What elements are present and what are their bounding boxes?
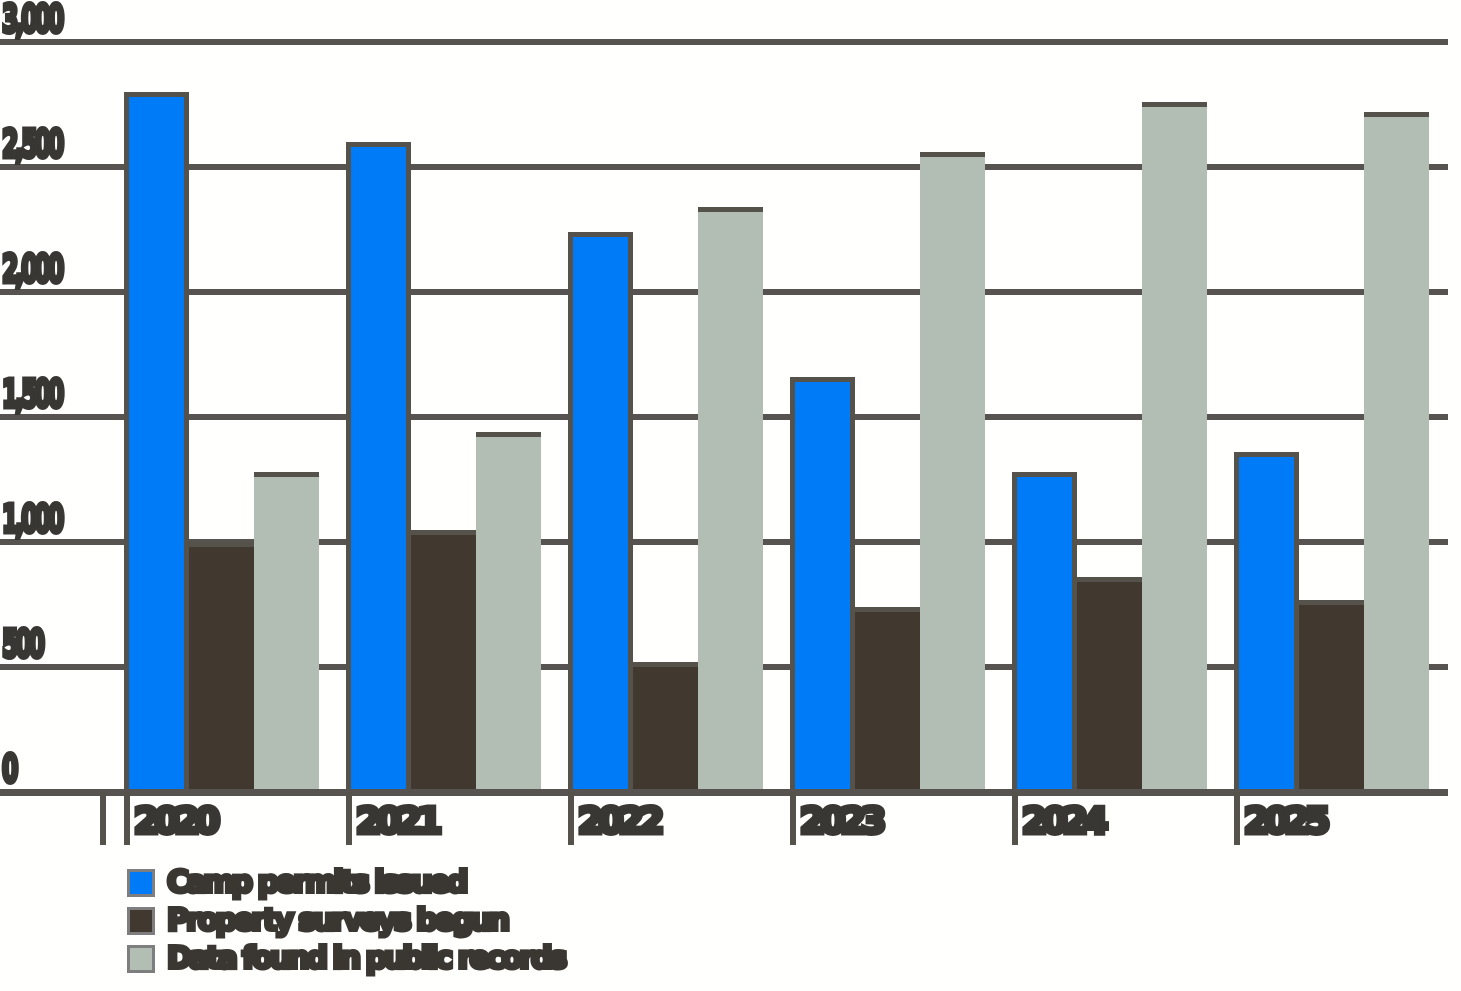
x-tick-label: 2025	[1241, 801, 1332, 842]
gridline	[0, 164, 1448, 170]
bar-property-surveys-begun-2021	[411, 529, 476, 796]
bar-property-surveys-begun-2025	[1299, 599, 1364, 796]
bar-data-found-in-public-records-2023	[920, 152, 985, 796]
x-tick-label: 2022	[575, 801, 666, 842]
bar-camp-permits-issued-2025	[1234, 452, 1299, 796]
legend-label: Property surveys begun	[165, 902, 512, 938]
y-tick-label: 2,500	[0, 122, 65, 166]
x-tick-mark	[1234, 792, 1240, 845]
bar-data-found-in-public-records-2021	[476, 432, 541, 796]
legend-label: Data found in public records	[165, 940, 569, 976]
legend-swatch-icon	[127, 944, 155, 973]
legend: Camp permits issued Property surveys begu…	[127, 864, 569, 976]
legend-swatch-icon	[127, 868, 155, 897]
bar-data-found-in-public-records-2020	[254, 472, 319, 796]
y-tick-label: 1,500	[0, 372, 65, 416]
x-tick-label: 2023	[797, 801, 888, 842]
x-tick-label: 2024	[1019, 801, 1110, 842]
legend-item: Property surveys begun	[127, 902, 564, 938]
x-tick-label: 2020	[131, 801, 222, 842]
x-tick-mark	[100, 792, 106, 845]
gridline	[0, 39, 1448, 45]
x-tick-mark	[346, 792, 352, 845]
bar-property-surveys-begun-2023	[855, 607, 920, 796]
bar-camp-permits-issued-2023	[790, 377, 855, 796]
y-tick-label: 0	[0, 747, 19, 791]
bar-camp-permits-issued-2024	[1012, 472, 1077, 796]
legend-item: Camp permits issued	[127, 864, 564, 900]
bar-data-found-in-public-records-2024	[1142, 102, 1207, 796]
bar-camp-permits-issued-2021	[346, 142, 411, 796]
y-tick-label: 1,000	[0, 497, 65, 541]
bar-camp-permits-issued-2022	[568, 232, 633, 796]
x-tick-mark	[568, 792, 574, 845]
bar-data-found-in-public-records-2025	[1364, 112, 1429, 796]
bar-property-surveys-begun-2024	[1077, 577, 1142, 796]
legend-label: Camp permits issued	[165, 864, 470, 900]
legend-item: Data found in public records	[127, 940, 569, 976]
x-tick-mark	[790, 792, 796, 845]
y-tick-label: 3,000	[0, 0, 65, 41]
x-axis-line	[0, 789, 1448, 796]
bar-data-found-in-public-records-2022	[698, 207, 763, 796]
legend-swatch-icon	[127, 906, 155, 935]
bar-property-surveys-begun-2020	[189, 542, 254, 796]
x-tick-mark	[124, 792, 130, 845]
x-tick-mark	[1012, 792, 1018, 845]
y-tick-label: 500	[0, 622, 46, 666]
bar-camp-permits-issued-2020	[124, 92, 189, 796]
x-tick-label: 2021	[353, 801, 444, 842]
y-tick-label: 2,000	[0, 247, 65, 291]
bar-property-surveys-begun-2022	[633, 662, 698, 796]
